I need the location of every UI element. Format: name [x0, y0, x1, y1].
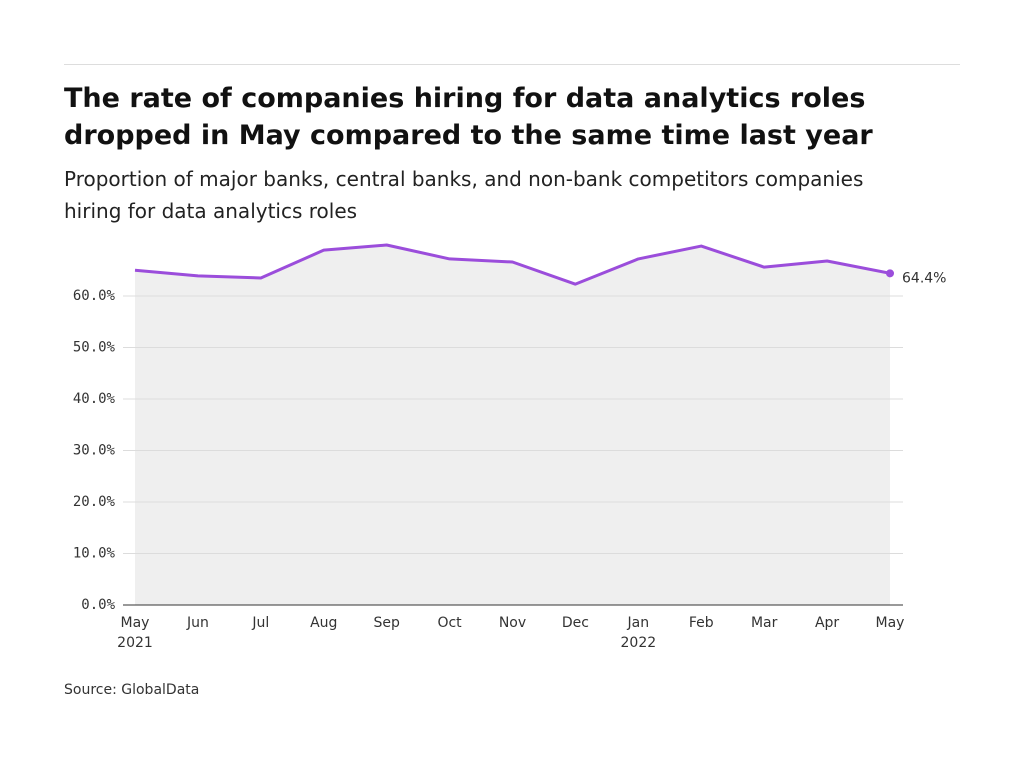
- y-tick-label: 10.0%: [73, 546, 116, 562]
- area-fill: [135, 245, 890, 605]
- chart-title: The rate of companies hiring for data an…: [64, 83, 873, 151]
- x-tick-label: Aug: [310, 615, 338, 631]
- end-point: [886, 269, 894, 278]
- x-tick-label: Mar: [750, 615, 778, 631]
- x-tick-label: Dec: [561, 615, 589, 631]
- x-tick-label: Jun: [186, 615, 209, 631]
- source-note: Source: GlobalData: [64, 682, 200, 698]
- x-tick-label: Nov: [498, 615, 527, 631]
- y-tick-label: 50.0%: [73, 340, 116, 356]
- x-tick-label: Feb: [688, 615, 714, 631]
- y-tick-label: 20.0%: [73, 494, 116, 510]
- data-line: [134, 243, 891, 286]
- x-tick-label: Apr: [814, 615, 840, 631]
- x-tick-label: Sep: [373, 615, 400, 631]
- y-tick-label: 40.0%: [73, 391, 116, 407]
- x-tick-label: Oct: [437, 615, 462, 631]
- x-tick-label: Jan 2022: [620, 615, 657, 651]
- value-label: 64.4%: [902, 270, 946, 286]
- y-tick-label: 30.0%: [73, 443, 116, 459]
- chart-subtitle: Proportion of major banks, central banks…: [64, 167, 864, 223]
- x-tick-label: Jul: [252, 615, 270, 631]
- y-tick-label: 60.0%: [73, 288, 116, 304]
- x-tick-label: May: [875, 615, 905, 631]
- x-tick-label: May 2021: [117, 615, 153, 651]
- y-tick-label: 0.0%: [81, 597, 115, 613]
- top-rule: [64, 64, 960, 65]
